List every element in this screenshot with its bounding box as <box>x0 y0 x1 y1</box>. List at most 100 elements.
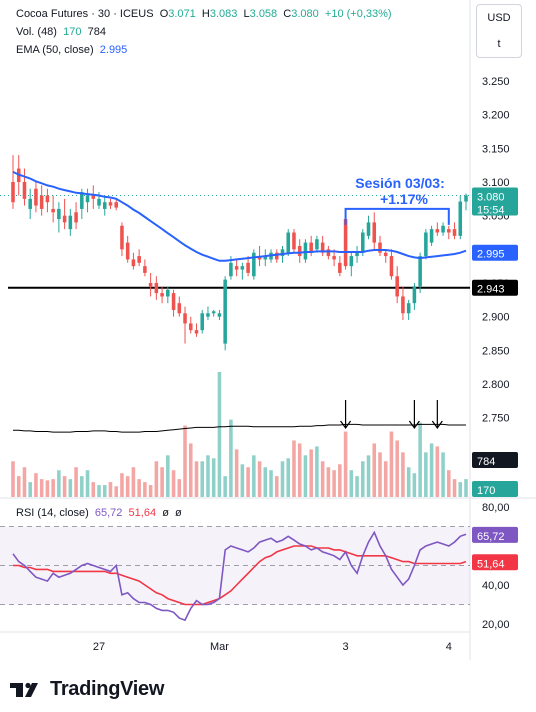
price-tick-label: 3.200 <box>482 110 510 122</box>
volume-bar <box>160 467 164 497</box>
volume-bar <box>366 455 371 497</box>
volume-bar <box>332 470 336 497</box>
rsi-value-tag-text: 65,72 <box>477 531 505 543</box>
price-tick-label: 2.750 <box>482 413 510 425</box>
volume-bar <box>125 476 130 497</box>
candle-body <box>252 252 256 277</box>
candle-body <box>211 311 216 314</box>
volume-bar <box>183 425 187 497</box>
candle-body <box>429 229 434 243</box>
candle-body <box>62 215 67 223</box>
volume-bar <box>97 485 101 497</box>
rsi-ma-tag-bg <box>472 554 518 571</box>
volume-bar <box>57 470 61 497</box>
volume-ma-value: 784 <box>87 26 106 38</box>
candle-body <box>34 188 38 206</box>
candle-body <box>217 313 222 317</box>
volume-bar <box>194 461 199 497</box>
volume-bar <box>441 452 445 497</box>
volume-bar <box>263 467 268 497</box>
candle-body <box>160 293 164 297</box>
rsi-label: RSI (14, close) <box>16 507 89 519</box>
ema-label: EMA (50, close) <box>16 44 94 56</box>
volume-bar <box>286 458 291 497</box>
currency-unit-menu[interactable]: USD t <box>476 4 522 58</box>
candle-body <box>401 296 405 314</box>
volume-bar <box>148 485 153 497</box>
ema-line <box>12 170 467 262</box>
candle-body <box>263 256 268 260</box>
brand-logo[interactable]: TradingView <box>10 678 164 701</box>
candle-body <box>424 232 428 257</box>
volume-bar <box>154 461 159 497</box>
volume-bar <box>303 455 308 497</box>
volume-ma-tag-text: 784 <box>477 456 495 468</box>
candle-body <box>206 313 210 317</box>
candle-body <box>332 256 336 260</box>
rsi-tick-label: 20,00 <box>482 619 510 631</box>
volume-bar <box>320 461 325 497</box>
rsi-ma-value: 51,64 <box>128 507 157 519</box>
volume-bar <box>102 485 107 497</box>
price-tick-label: 3.250 <box>482 76 510 88</box>
close-value: 3.080 <box>291 8 319 20</box>
close-label: C <box>283 8 292 20</box>
visibility-icon-2[interactable]: ø <box>175 507 182 519</box>
ema-legend[interactable]: EMA (50, close) 2.995 <box>16 44 127 56</box>
candle-body <box>97 198 101 206</box>
volume-bar <box>45 480 50 497</box>
candle-body <box>22 182 27 199</box>
volume-bar <box>458 482 463 497</box>
volume-bar <box>274 476 279 497</box>
volume-bar <box>62 476 67 497</box>
volume-bar <box>435 446 440 497</box>
volume-bar <box>326 467 331 497</box>
candle-body <box>200 313 205 331</box>
volume-bar <box>143 482 147 497</box>
unit-label: t <box>497 38 501 50</box>
brand-name: TradingView <box>50 678 165 700</box>
candle-body <box>406 303 411 314</box>
candle-body <box>383 252 388 257</box>
volume-bar <box>383 461 388 497</box>
candle-body <box>229 262 233 277</box>
volume-bar <box>166 455 170 497</box>
volume-bar <box>131 467 136 497</box>
price-tick-label: 2.800 <box>482 379 510 391</box>
candle-body <box>372 222 377 243</box>
volume-bar <box>378 452 382 497</box>
symbol-legend[interactable]: Cocoa Futures · 30 · ICEUS O3.071 H3.083… <box>16 8 392 20</box>
candle-body <box>166 289 170 297</box>
volume-bar <box>361 461 365 497</box>
tradingview-logo-icon <box>10 682 38 697</box>
candle-body <box>51 208 55 213</box>
volume-bar <box>338 464 342 497</box>
volume-arrow-head <box>408 420 420 430</box>
volume-bar <box>114 486 118 497</box>
candle-body <box>452 229 457 236</box>
ema-value: 2.995 <box>99 44 128 56</box>
candle-body <box>464 195 468 202</box>
candle-body <box>274 252 279 260</box>
support-price-tag-bg <box>472 279 518 296</box>
candle-body <box>177 303 182 314</box>
rsi-legend[interactable]: RSI (14, close) 65,72 51,64 ø ø <box>16 507 182 519</box>
rsi-tick-label: 80,00 <box>482 502 510 514</box>
volume-legend[interactable]: Vol. (48) 170 784 <box>16 26 106 38</box>
visibility-icon[interactable]: ø <box>162 507 169 519</box>
rsi-value: 65,72 <box>94 507 123 519</box>
rsi-value-tag-bg <box>472 526 518 543</box>
volume-bar <box>34 473 38 497</box>
candle-body <box>11 182 15 203</box>
candle-body <box>131 259 136 267</box>
volume-bar <box>11 461 15 497</box>
volume-bar <box>240 464 245 497</box>
volume-bar <box>389 431 394 497</box>
candle-body <box>80 192 84 209</box>
volume-bar <box>447 470 451 497</box>
candle-body <box>137 256 141 263</box>
volume-bar <box>401 452 405 497</box>
price-tick-label: 3.100 <box>482 177 510 189</box>
